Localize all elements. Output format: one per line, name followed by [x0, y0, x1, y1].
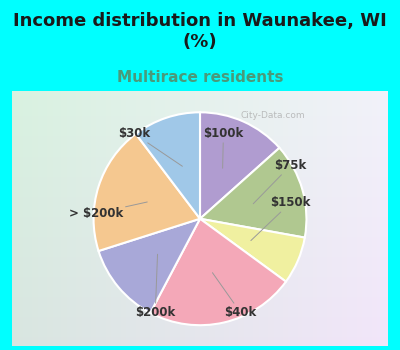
- Text: $100k: $100k: [203, 127, 244, 168]
- Text: City-Data.com: City-Data.com: [240, 111, 305, 120]
- Wedge shape: [98, 219, 200, 313]
- Text: $75k: $75k: [253, 159, 307, 204]
- Text: $30k: $30k: [118, 127, 182, 166]
- Text: $40k: $40k: [212, 273, 256, 319]
- Wedge shape: [136, 112, 200, 219]
- Text: $200k: $200k: [135, 254, 176, 319]
- Text: > $200k: > $200k: [68, 202, 147, 220]
- Wedge shape: [94, 134, 200, 251]
- Text: Income distribution in Waunakee, WI
(%): Income distribution in Waunakee, WI (%): [13, 12, 387, 51]
- Text: Multirace residents: Multirace residents: [117, 70, 283, 85]
- Wedge shape: [200, 148, 306, 238]
- Wedge shape: [200, 112, 280, 219]
- Wedge shape: [150, 219, 286, 325]
- Text: $150k: $150k: [251, 196, 311, 240]
- Wedge shape: [200, 219, 305, 282]
